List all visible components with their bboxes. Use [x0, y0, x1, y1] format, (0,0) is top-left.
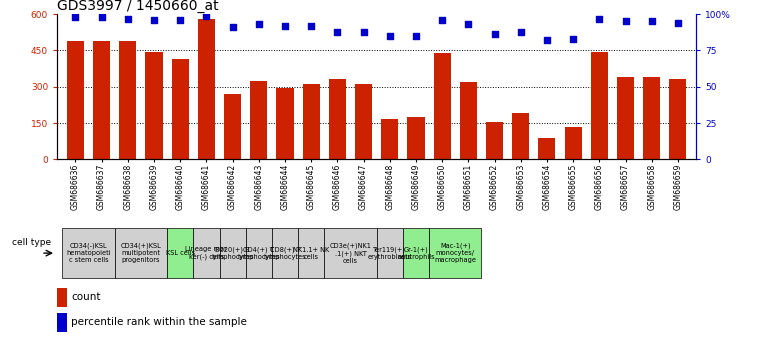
Point [619, 19, 632, 24]
Point [594, 16, 606, 21]
Bar [67, 41, 84, 159]
Point [514, 29, 527, 34]
Point [541, 38, 553, 43]
Bar [512, 113, 530, 159]
Point [227, 24, 239, 30]
Bar [643, 77, 661, 159]
Text: B220(+) B
lymphocytes: B220(+) B lymphocytes [212, 246, 254, 260]
Point [672, 20, 684, 26]
Bar [145, 52, 163, 159]
Bar [429, 228, 482, 278]
Bar [381, 119, 398, 159]
Bar [486, 122, 503, 159]
Point [462, 22, 474, 27]
Text: count: count [72, 292, 101, 302]
Bar [670, 80, 686, 159]
Point [305, 23, 317, 29]
Point [279, 23, 291, 29]
Bar [198, 19, 215, 159]
Point [148, 17, 160, 23]
Point [200, 13, 212, 18]
Bar [57, 288, 67, 307]
Bar [303, 84, 320, 159]
Bar [250, 81, 267, 159]
Bar [246, 228, 272, 278]
Point [96, 14, 108, 20]
Point [410, 33, 422, 39]
Bar [172, 59, 189, 159]
Text: cell type: cell type [12, 238, 51, 247]
Bar [460, 82, 477, 159]
Point [645, 19, 658, 24]
Bar [617, 77, 634, 159]
Point [489, 32, 501, 37]
Bar [403, 228, 429, 278]
Text: KSL cells: KSL cells [166, 250, 195, 256]
Bar [57, 313, 67, 332]
Bar [565, 127, 581, 159]
Text: CD4(+) T
lymphocytes: CD4(+) T lymphocytes [237, 246, 280, 260]
Bar [329, 80, 346, 159]
Bar [193, 228, 219, 278]
Bar [167, 228, 193, 278]
Point [331, 29, 343, 34]
Bar [93, 41, 110, 159]
Text: Gr-1(+)
neutrophils: Gr-1(+) neutrophils [397, 246, 435, 260]
Bar [276, 88, 294, 159]
Bar [377, 228, 403, 278]
Bar [324, 228, 377, 278]
Bar [539, 137, 556, 159]
Bar [298, 228, 324, 278]
Bar [224, 94, 241, 159]
Bar [62, 228, 115, 278]
Point [384, 33, 396, 39]
Text: CD8(+) T
lymphocytes: CD8(+) T lymphocytes [264, 246, 307, 260]
Point [436, 17, 448, 23]
Text: CD3e(+)NK1
.1(+) NKT
cells: CD3e(+)NK1 .1(+) NKT cells [330, 242, 371, 264]
Text: CD34(+)KSL
multipotent
progenitors: CD34(+)KSL multipotent progenitors [120, 243, 161, 263]
Bar [407, 117, 425, 159]
Bar [272, 228, 298, 278]
Text: Ter119(+)
erythroblasts: Ter119(+) erythroblasts [368, 246, 412, 260]
Point [122, 16, 134, 21]
Bar [355, 84, 372, 159]
Text: percentile rank within the sample: percentile rank within the sample [72, 317, 247, 327]
Bar [434, 53, 451, 159]
Text: Lineage mar
ker(-) cells: Lineage mar ker(-) cells [186, 246, 228, 260]
Text: GDS3997 / 1450660_at: GDS3997 / 1450660_at [57, 0, 218, 13]
Text: Mac-1(+)
monocytes/
macrophage: Mac-1(+) monocytes/ macrophage [435, 243, 476, 263]
Point [174, 17, 186, 23]
Bar [119, 41, 136, 159]
Point [567, 36, 579, 42]
Bar [591, 52, 608, 159]
Point [358, 29, 370, 34]
Text: CD34(-)KSL
hematopoieti
c stem cells: CD34(-)KSL hematopoieti c stem cells [66, 243, 111, 263]
Bar [115, 228, 167, 278]
Bar [219, 228, 246, 278]
Point [253, 22, 265, 27]
Point [69, 14, 81, 20]
Text: NK1.1+ NK
cells: NK1.1+ NK cells [293, 247, 330, 259]
